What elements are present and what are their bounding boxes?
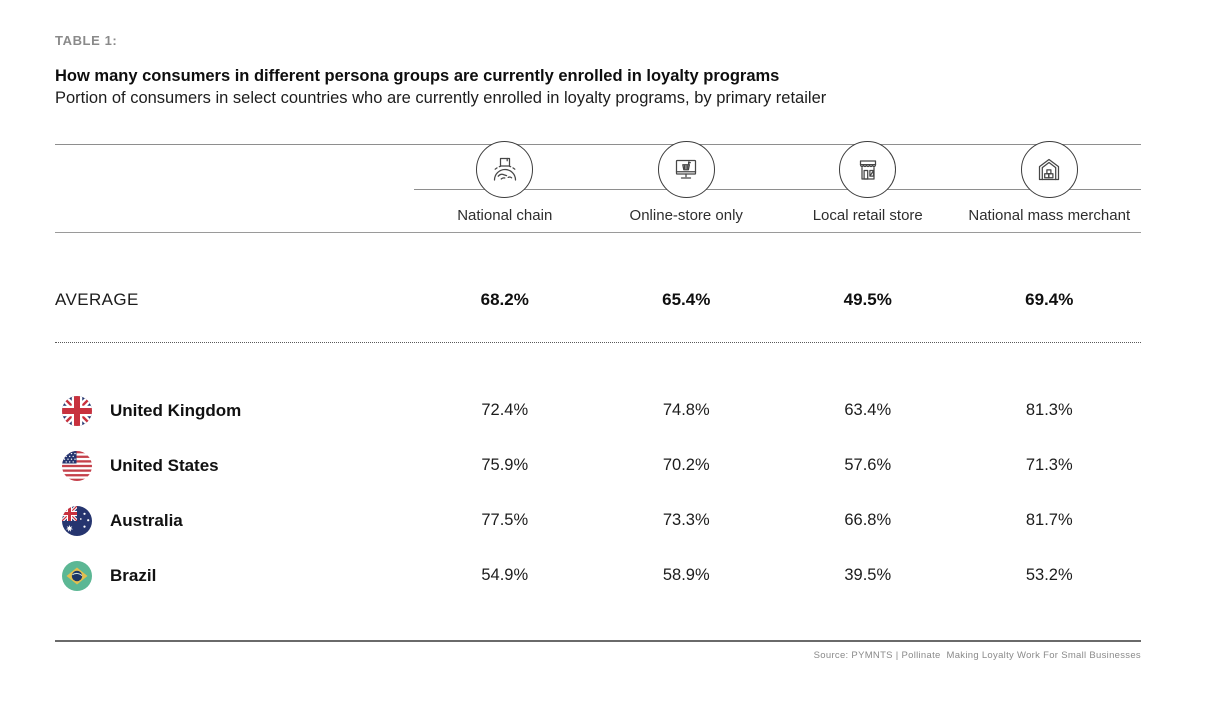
- value-br-national-chain: 54.9%: [481, 566, 529, 584]
- value-us-mass-merchant: 71.3%: [1025, 456, 1073, 474]
- country-name: Brazil: [110, 565, 157, 585]
- column-label-local-retail-store: Local retail store: [812, 207, 923, 224]
- value-au-online-store: 73.3%: [662, 511, 710, 529]
- value-uk-online-store: 74.8%: [662, 401, 710, 419]
- value-br-online-store: 58.9%: [662, 566, 710, 584]
- country-cell: Brazil: [55, 560, 414, 591]
- figure-title: How many consumers in different persona …: [55, 67, 780, 85]
- box-over-globe-icon: [493, 157, 516, 181]
- country-cell: United Kingdom: [55, 395, 414, 426]
- value-uk-national-chain: 72.4%: [481, 401, 529, 419]
- figure-subtitle: Portion of consumers in select countries…: [55, 89, 827, 107]
- value-br-mass-merchant: 53.2%: [1025, 566, 1073, 584]
- country-cell: Australia: [55, 505, 414, 536]
- value-us-local-retail: 57.6%: [844, 456, 892, 474]
- column-label-national-mass-merchant: National mass merchant: [968, 207, 1131, 224]
- value-au-national-chain: 77.5%: [481, 511, 529, 529]
- storefront-icon: [859, 159, 876, 180]
- average-value-mass-merchant: 69.4%: [1025, 289, 1074, 309]
- value-uk-local-retail: 63.4%: [844, 401, 892, 419]
- mass-merchant-circle: [1020, 141, 1078, 198]
- source-attribution: Source: PYMNTS | Pollinate Making Loyalt…: [813, 650, 1141, 661]
- au-flag-icon: [62, 505, 92, 536]
- country-cell: United States: [55, 450, 414, 481]
- column-label-online-store-only: Online-store only: [629, 207, 743, 224]
- average-value-national-chain: 68.2%: [480, 289, 529, 309]
- country-name: United Kingdom: [110, 400, 242, 420]
- column-label-national-chain: National chain: [457, 207, 553, 224]
- country-rows: United Kingdom 72.4% 74.8% 63.4% 81.3%: [55, 343, 1141, 603]
- local-retail-circle: [839, 141, 896, 198]
- table-row-united-kingdom: United Kingdom 72.4% 74.8% 63.4% 81.3%: [55, 383, 1141, 438]
- value-br-local-retail: 39.5%: [844, 566, 892, 584]
- value-uk-mass-merchant: 81.3%: [1025, 401, 1073, 419]
- warehouse-icon: [1038, 158, 1060, 180]
- table-number-label: TABLE 1:: [55, 33, 118, 48]
- us-flag-icon: [62, 450, 92, 481]
- table-row-brazil: Brazil 54.9% 58.9% 39.5% 53.2%: [55, 548, 1141, 603]
- table-row-australia: Australia 77.5% 73.3% 66.8% 81.7%: [55, 493, 1141, 548]
- column-header-band: National chain Online-store only Local r…: [55, 141, 1141, 233]
- national-chain-circle: [476, 141, 533, 198]
- average-label: AVERAGE: [55, 289, 139, 309]
- table-row-united-states: United States 75.9% 70.2% 57.6% 71.3%: [55, 438, 1141, 493]
- value-au-mass-merchant: 81.7%: [1025, 511, 1073, 529]
- br-flag-icon: [62, 560, 92, 591]
- country-name: United States: [110, 455, 219, 475]
- average-value-online-store: 65.4%: [662, 289, 711, 309]
- header-rule: [414, 189, 1141, 190]
- value-us-online-store: 70.2%: [662, 456, 710, 474]
- bottom-rule: [55, 640, 1141, 642]
- online-store-circle: [657, 141, 715, 198]
- country-name: Australia: [110, 510, 183, 530]
- average-value-local-retail: 49.5%: [843, 289, 892, 309]
- value-us-national-chain: 75.9%: [481, 456, 529, 474]
- monitor-basket-icon: [675, 159, 697, 179]
- uk-flag-icon: [62, 395, 92, 426]
- value-au-local-retail: 66.8%: [844, 511, 892, 529]
- average-row: AVERAGE 68.2% 65.4% 49.5% 69.4%: [55, 233, 1141, 343]
